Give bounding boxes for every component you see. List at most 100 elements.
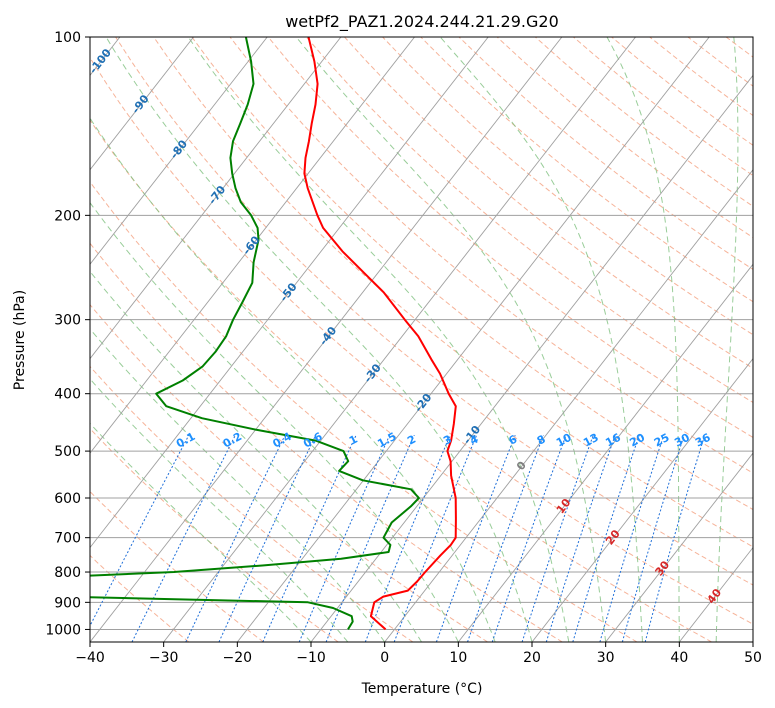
mixing-ratio-line: [435, 435, 516, 642]
y-tick-label: 800: [54, 565, 81, 581]
y-tick-label: 100: [54, 30, 81, 46]
mixing-ratio-line: [90, 434, 190, 628]
moist-adiabat: [90, 117, 496, 642]
isotherm-line: [236, 37, 710, 642]
dry-adiabat: [153, 37, 753, 548]
isotherm-label: 0: [514, 458, 529, 472]
dry-adiabat: [90, 554, 190, 642]
x-tick-label: 10: [449, 650, 467, 666]
isotherm-line: [678, 546, 753, 642]
mixing-ratio-label: 1.5: [375, 430, 398, 451]
moist-adiabat: [90, 270, 422, 642]
y-tick-label: 200: [54, 208, 81, 224]
moist-adiabat: [295, 37, 607, 642]
y-tick-label: 900: [54, 595, 81, 611]
dry-adiabat: [305, 37, 753, 403]
mixing-ratio-line: [298, 434, 391, 642]
dry-adiabat: [573, 37, 753, 177]
isotherm-line: [90, 37, 194, 171]
mixing-ratio-line: [467, 435, 545, 642]
isotherm-label: -30: [361, 361, 384, 385]
mixing-ratio-line: [325, 434, 415, 642]
x-tick-label: 40: [670, 650, 688, 666]
reference-line-labels: -100-90-80-70-60-50-40-30-20-10010203040…: [87, 46, 725, 606]
moist-adiabat: [715, 37, 739, 642]
dry-adiabat: [687, 37, 753, 87]
mixing-ratio-line: [393, 435, 478, 642]
temperature-profile-line: [303, 37, 457, 631]
isotherm-label: -60: [240, 233, 263, 257]
axes: −40 −30 −20 −10 0 10 20 30 40 5010009008007006005…: [45, 30, 762, 666]
isotherm-label: -80: [168, 137, 191, 161]
isotherm-line: [457, 263, 753, 642]
mixing-ratio-label: 0.1: [174, 430, 197, 451]
dry-adiabat: [764, 37, 775, 642]
dry-adiabat: [229, 37, 753, 474]
mixing-ratio-line: [185, 434, 286, 642]
x-tick-label: 0: [380, 650, 389, 666]
dry-adiabat: [90, 119, 712, 642]
mixing-ratio-label: 0.6: [301, 430, 325, 451]
dry-adiabat: [420, 37, 753, 303]
mixing-ratio-label: 1: [347, 433, 360, 448]
x-tick-label: −20: [223, 650, 253, 666]
moist-adiabat: [90, 201, 459, 642]
moist-adiabat: [606, 37, 680, 642]
x-tick-label: −40: [75, 650, 105, 666]
isotherm-line: [310, 74, 753, 642]
profile-lines: [90, 37, 457, 631]
x-tick-label: −10: [296, 650, 326, 666]
y-tick-label: 600: [54, 491, 81, 507]
dry-adiabat: [496, 37, 753, 239]
isotherm-label: -20: [412, 391, 435, 415]
dry-adiabat: [90, 303, 488, 642]
x-axis-label: Temperature (°C): [361, 681, 483, 697]
mixing-ratio-label: 25: [652, 431, 672, 450]
mixing-ratio-label: 13: [581, 431, 601, 450]
mixing-ratio-line: [262, 434, 357, 642]
x-tick-label: −30: [149, 650, 179, 666]
y-tick-label: 400: [54, 387, 81, 403]
isotherm-line: [531, 357, 753, 642]
y-tick-label: 1000: [45, 622, 81, 638]
isotherm-line: [90, 37, 342, 360]
dewpoint-profile-line: [90, 37, 420, 630]
isotherm-line: [90, 37, 563, 642]
dry-adiabat: [191, 37, 753, 511]
mixing-ratio-line: [491, 435, 567, 642]
dry-adiabat: [534, 37, 753, 207]
isotherm-line: [752, 641, 753, 642]
y-tick-label: 700: [54, 531, 81, 547]
moist-adiabat: [105, 37, 533, 642]
dry-adiabat: [115, 37, 753, 586]
y-tick-label: 500: [54, 444, 81, 460]
dry-adiabat: [90, 242, 563, 642]
reference-lines: [90, 37, 775, 642]
mixing-ratio-label: 10: [554, 431, 574, 450]
moist-adiabat: [187, 37, 570, 642]
mixing-ratio-label: 20: [627, 431, 647, 450]
isotherm-line: [90, 37, 489, 549]
chart-title: wetPf2_PAZ1.2024.244.21.29.G20: [285, 12, 559, 32]
mixing-ratio-label: 36: [693, 431, 713, 450]
moist-adiabat: [90, 328, 386, 642]
isotherm-label: -100: [87, 46, 114, 76]
isotherm-label: 40: [705, 586, 725, 606]
dry-adiabat: [458, 37, 753, 271]
dry-adiabat: [90, 365, 414, 642]
isotherm-label: 10: [554, 496, 574, 516]
y-tick-label: 300: [54, 313, 81, 329]
mixing-ratio-label: 16: [603, 431, 623, 450]
dry-adiabat: [382, 37, 753, 336]
x-tick-label: 20: [523, 650, 541, 666]
isotherm-line: [384, 169, 753, 642]
mixing-ratio-label: 30: [672, 431, 692, 450]
isotherm-line: [90, 37, 415, 454]
x-tick-label: 30: [597, 650, 615, 666]
mixing-ratio-line: [364, 435, 451, 642]
isotherm-label: -70: [206, 183, 229, 207]
dry-adiabat: [90, 56, 753, 625]
isotherm-label: 20: [603, 527, 623, 547]
isotherm-label: -50: [277, 280, 300, 304]
